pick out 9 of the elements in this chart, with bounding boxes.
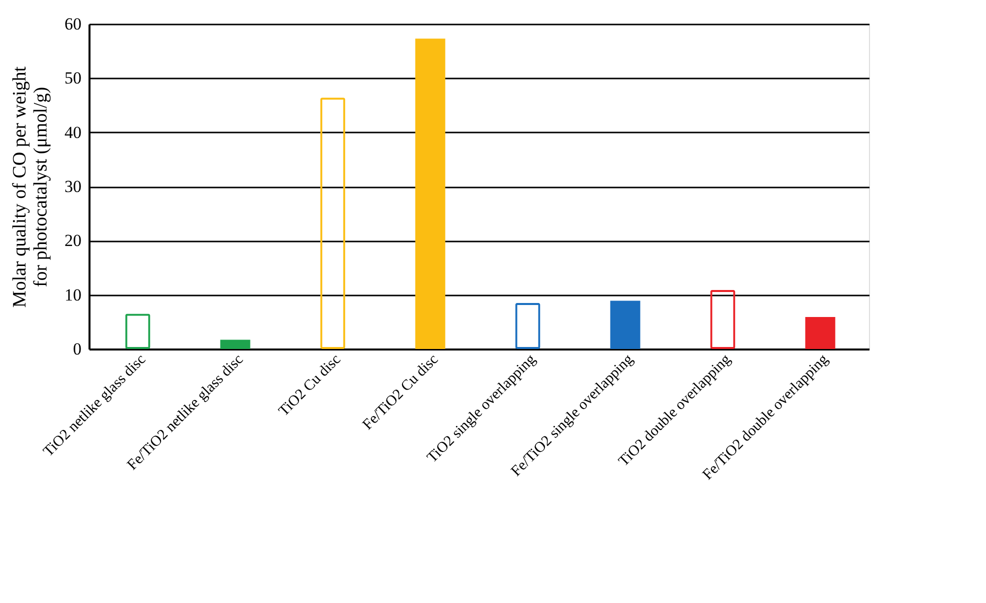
y-tick-label: 50	[64, 68, 82, 88]
x-tick-label: TiO2 Cu disc	[276, 351, 344, 420]
y-tick-label: 10	[64, 285, 82, 304]
y-tick-label: 40	[64, 122, 82, 142]
y-tick-label: 0	[73, 340, 82, 358]
y-tick-label: 30	[64, 177, 82, 196]
y-tick-label: 20	[64, 231, 82, 250]
y-tick-label: 60	[64, 14, 82, 34]
y-axis-title: Molar quality of CO per weight for photocatalyst (μmol/g)	[10, 66, 52, 308]
